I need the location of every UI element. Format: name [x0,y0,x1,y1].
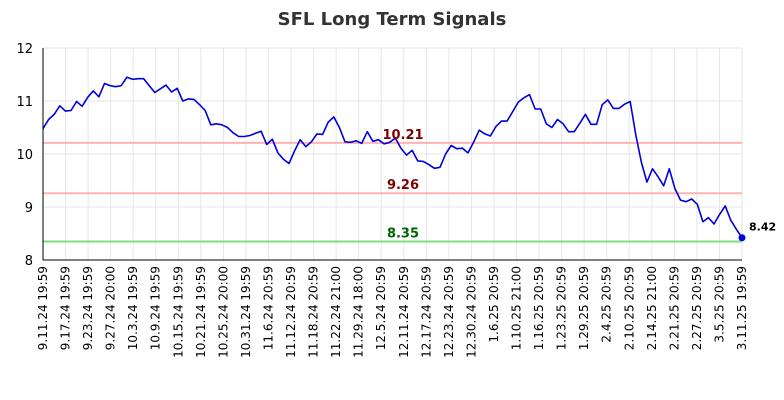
series-layer [42,76,746,242]
x-tick-label: 2.21.25 20:59 [667,266,681,350]
x-tick-label: 9.17.24 19:59 [59,266,73,350]
x-tick-label: 10.15.24 19:59 [171,266,185,358]
last-value-label: 8.42 [749,221,776,234]
x-tick-label: 2.10.25 20:59 [622,266,636,350]
x-tick-label: 10.9.24 19:59 [149,266,163,350]
resistance-label: 9.26 [387,178,419,193]
x-tick-label: 2.14.25 21:00 [645,266,659,350]
resistance-label: 10.21 [382,128,423,143]
support-label: 8.35 [387,226,419,241]
signal-lines [43,141,742,243]
x-tick-label: 3.5.25 20:59 [712,266,726,343]
x-tick-label: 12.11.24 20:59 [397,266,411,358]
x-tick-label: 2.27.25 20:59 [690,266,704,350]
x-tick-label: 10.3.24 19:59 [126,266,140,350]
x-tick-label: 1.23.25 20:59 [555,266,569,350]
x-tick-label: 3.11.25 19:59 [735,266,749,350]
x-tick-label: 11.6.24 20:59 [261,266,275,350]
x-tick-label: 11.22.24 21:00 [329,266,343,358]
x-tick-label: 12.5.24 20:59 [374,266,388,350]
x-tick-label: 12.23.24 20:59 [442,266,456,358]
x-tick-label: 1.29.25 20:59 [577,266,591,350]
x-tick-label: 10.21.24 19:59 [194,266,208,358]
y-tick-label: 10 [16,148,33,163]
x-tick-label: 10.31.24 19:59 [239,266,253,358]
x-tick-label: 9.11.24 19:59 [36,266,50,350]
y-tick-label: 11 [16,95,33,110]
x-tick-label: 12.30.24 20:59 [464,266,478,358]
chart-title: SFL Long Term Signals [278,9,507,30]
x-tick-label: 12.17.24 20:59 [419,266,433,358]
labels: 10.21 9.26 8.35 8.42 [382,128,776,242]
price-series-line [42,76,743,239]
x-tick-label: 9.23.24 19:59 [81,266,95,350]
x-tick-label: 11.29.24 18:00 [352,266,366,358]
x-tick-label: 11.12.24 20:59 [284,266,298,358]
y-tick-label: 8 [25,254,33,269]
last-point-marker [738,234,746,242]
x-tick-label: 9.27.24 20:00 [104,266,118,350]
x-tick-label: 1.6.25 20:59 [487,266,501,343]
axes: 9.11.24 19:59 9.17.24 19:59 9.23.24 19:59 9… [36,48,749,358]
x-tick-label: 2.4.25 20:59 [600,266,614,343]
x-tick-label: 1.16.25 20:59 [532,266,546,350]
x-tick-label: 1.10.25 21:00 [510,266,524,350]
y-tick-label: 9 [25,201,33,216]
y-tick-label: 12 [16,42,33,57]
grid: 8 9 10 11 12 [16,42,743,269]
x-tick-label: 11.18.24 20:59 [307,266,321,358]
x-tick-label: 10.25.24 20:00 [216,266,230,358]
